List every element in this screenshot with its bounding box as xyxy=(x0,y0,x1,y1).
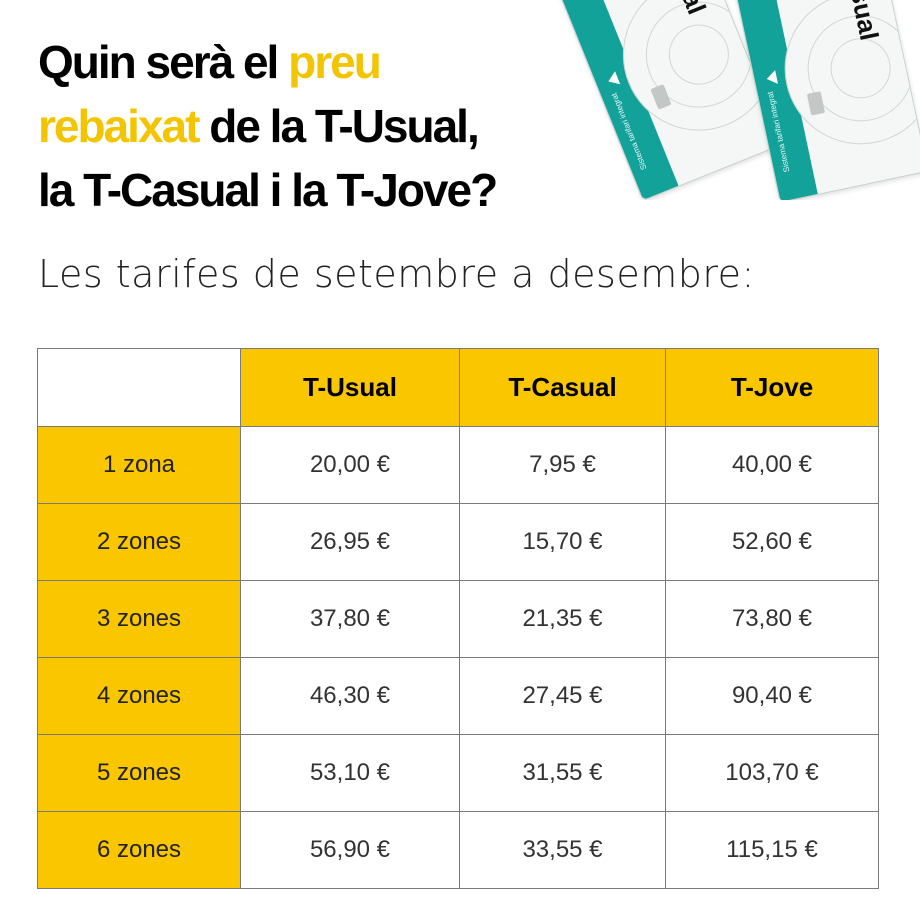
price-cell-t-casual: 15,70 € xyxy=(459,503,666,581)
price-cell-t-usual: 46,30 € xyxy=(240,657,460,735)
table-corner-cell xyxy=(37,348,241,427)
price-cell-t-casual: 31,55 € xyxy=(459,734,666,812)
subtitle: Les tarifes de setembre a desembre: xyxy=(38,252,755,296)
column-header-t-casual: T-Casual xyxy=(459,348,666,427)
headline-text-1: Quin serà el xyxy=(38,36,289,88)
table-row: 2 zones 26,95 € 15,70 € 52,60 € xyxy=(37,503,879,581)
zone-label: 3 zones xyxy=(37,580,241,658)
price-cell-t-jove: 115,15 € xyxy=(665,811,879,889)
column-header-t-jove: T-Jove xyxy=(665,348,879,427)
price-cell-t-jove: 52,60 € xyxy=(665,503,879,581)
table-header-row: T-Usual T-Casual T-Jove xyxy=(37,348,879,427)
zone-label: 6 zones xyxy=(37,811,241,889)
zone-label: 5 zones xyxy=(37,734,241,812)
price-cell-t-jove: 90,40 € xyxy=(665,657,879,735)
price-cell-t-usual: 56,90 € xyxy=(240,811,460,889)
price-cell-t-usual: 37,80 € xyxy=(240,580,460,658)
price-cell-t-casual: 33,55 € xyxy=(459,811,666,889)
zone-label: 4 zones xyxy=(37,657,241,735)
zone-label: 2 zones xyxy=(37,503,241,581)
price-cell-t-casual: 21,35 € xyxy=(459,580,666,658)
headline-highlight-rebaixat: rebaixat xyxy=(38,100,200,152)
fares-table: T-Usual T-Casual T-Jove 1 zona 20,00 € 7… xyxy=(37,348,879,889)
price-cell-t-usual: 26,95 € xyxy=(240,503,460,581)
price-cell-t-usual: 53,10 € xyxy=(240,734,460,812)
table-row: 6 zones 56,90 € 33,55 € 115,15 € xyxy=(37,811,879,889)
price-cell-t-casual: 27,45 € xyxy=(459,657,666,735)
headline-text-2: de la T-Usual, xyxy=(198,100,480,152)
tickets-illustration: Sistema tarifari integrat T-usual Sistem… xyxy=(520,0,920,200)
table-row: 1 zona 20,00 € 7,95 € 40,00 € xyxy=(37,426,879,504)
headline-text-3: la T-Casual i la T-Jove? xyxy=(38,164,498,216)
price-cell-t-casual: 7,95 € xyxy=(459,426,666,504)
price-cell-t-jove: 40,00 € xyxy=(665,426,879,504)
table-row: 3 zones 37,80 € 21,35 € 73,80 € xyxy=(37,580,879,658)
column-header-t-usual: T-Usual xyxy=(240,348,460,427)
headline-highlight-preu: preu xyxy=(288,36,382,88)
zone-label: 1 zona xyxy=(37,426,241,504)
price-cell-t-usual: 20,00 € xyxy=(240,426,460,504)
table-row: 5 zones 53,10 € 31,55 € 103,70 € xyxy=(37,734,879,812)
headline: Quin serà el preu rebaixat de la T-Usual,… xyxy=(38,30,638,222)
price-cell-t-jove: 103,70 € xyxy=(665,734,879,812)
table-row: 4 zones 46,30 € 27,45 € 90,40 € xyxy=(37,657,879,735)
price-cell-t-jove: 73,80 € xyxy=(665,580,879,658)
